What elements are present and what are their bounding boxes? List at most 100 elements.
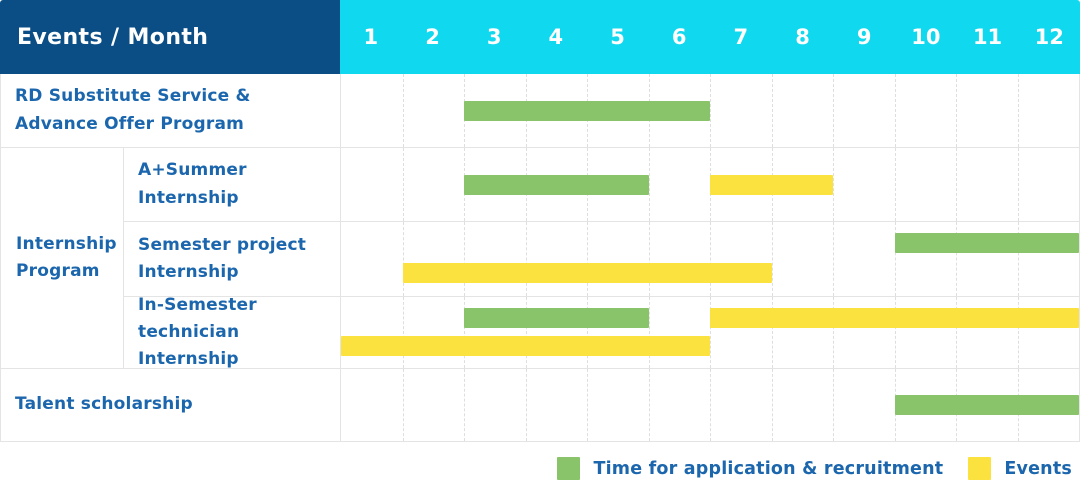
- month-gridline: [833, 148, 834, 221]
- row-label-line: A+Summer: [138, 160, 247, 181]
- month-label: 5: [610, 25, 625, 49]
- month-gridline: [833, 297, 834, 368]
- month-gridline: [771, 369, 773, 441]
- row-label-line: Talent scholarship: [15, 394, 193, 415]
- month-gridline: [710, 369, 711, 441]
- month-header-row: 1 2 3 4 5 6 7 8 9 10 11 12: [340, 0, 1080, 74]
- row-label-a-summer-internship: A+Summer Internship: [124, 148, 340, 221]
- month-gridline: [648, 222, 650, 296]
- month-gridline: [956, 148, 957, 221]
- legend-label: Time for application & recruitment: [593, 458, 944, 479]
- events-bar: [402, 263, 772, 284]
- row-label-line: In-Semester: [138, 294, 257, 315]
- events-bar: [710, 307, 1079, 328]
- green-legend-swatch: [557, 457, 581, 480]
- month-gridline: [1017, 148, 1019, 221]
- month-gridline: [402, 148, 404, 221]
- application-recruitment-bar: [464, 100, 710, 121]
- month-label: 7: [733, 25, 749, 49]
- application-recruitment-bar: [894, 233, 1079, 254]
- month-gridline: [402, 297, 404, 368]
- row-label-talent-scholarship: Talent scholarship: [0, 369, 340, 441]
- month-gridline: [956, 222, 957, 296]
- month-gridline: [587, 369, 588, 441]
- row-label-semester-project-internship: Semester project Internship: [124, 222, 340, 296]
- row-label-line: technician Internship: [138, 321, 240, 370]
- chart-cell-rd-substitute: [340, 74, 1080, 147]
- row-rd-substitute: RD Substitute Service & Advance Offer Pr…: [0, 74, 1080, 147]
- events-bar: [341, 336, 710, 357]
- month-gridline: [771, 74, 773, 147]
- month-gridline: [771, 222, 773, 296]
- month-gridline: [525, 297, 527, 368]
- row-label-line: Internship: [138, 187, 239, 208]
- internship-program-group: Internship Program A+Summer Internship S…: [0, 147, 1080, 369]
- month-label: 2: [425, 25, 440, 49]
- legend: Time for application & recruitment Event…: [0, 442, 1080, 494]
- legend-label: Events: [1004, 458, 1072, 479]
- month-gridline: [464, 297, 465, 368]
- month-label: 12: [1034, 25, 1064, 49]
- month-label: 3: [486, 25, 502, 49]
- month-gridline: [956, 74, 957, 147]
- month-gridline: [833, 74, 834, 147]
- table-header-row: Events / Month 1 2 3 4 5 6 7 8 9 10 11 12: [0, 0, 1080, 74]
- month-gridline: [710, 222, 711, 296]
- month-gridline: [1017, 222, 1019, 296]
- month-label: 10: [911, 25, 941, 49]
- month-gridline: [833, 222, 834, 296]
- month-gridline: [894, 148, 896, 221]
- month-gridline: [833, 369, 834, 441]
- month-gridline: [894, 297, 896, 368]
- row-label-in-semester-technician-internship: In-Semester technician Internship: [124, 295, 340, 369]
- application-recruitment-bar: [464, 174, 649, 195]
- month-label: 1: [363, 25, 379, 49]
- legend-item-application-recruitment: Time for application & recruitment: [557, 457, 943, 480]
- row-label-line: RD Substitute Service &: [15, 86, 251, 107]
- month-label: 11: [972, 25, 1003, 49]
- row-label-line: Internship: [138, 262, 239, 282]
- month-gridline: [402, 369, 404, 441]
- month-gridline: [771, 297, 773, 368]
- application-recruitment-bar: [894, 395, 1079, 415]
- group-label-internship-program: Internship Program: [0, 148, 124, 368]
- legend-item-events: Events: [968, 457, 1072, 480]
- yellow-legend-swatch: [968, 457, 992, 480]
- month-gridline: [710, 297, 711, 368]
- row-in-semester-technician-internship: In-Semester technician Internship: [124, 295, 1080, 369]
- group-label-line: Program: [16, 261, 100, 281]
- month-label: 4: [548, 25, 564, 49]
- row-semester-project-internship: Semester project Internship: [124, 221, 1080, 296]
- month-gridline: [525, 222, 527, 296]
- events-bar: [710, 174, 833, 195]
- row-label-line: Semester project: [138, 234, 307, 255]
- chart-cell-semester-project-internship: [340, 222, 1080, 296]
- month-label: 8: [795, 25, 810, 49]
- month-gridline: [1017, 297, 1019, 368]
- month-gridline: [648, 148, 650, 221]
- application-recruitment-bar: [464, 307, 649, 328]
- chart-cell-in-semester-technician-internship: [340, 297, 1080, 368]
- month-gridline: [587, 222, 588, 296]
- month-label: 6: [671, 25, 687, 49]
- internship-program-subrows: A+Summer Internship Semester project Int…: [124, 148, 1080, 369]
- month-gridline: [464, 222, 465, 296]
- month-gridline: [956, 297, 957, 368]
- month-gridline: [648, 369, 650, 441]
- month-gridline: [710, 74, 711, 147]
- row-a-summer-internship: A+Summer Internship: [124, 148, 1080, 221]
- row-label-rd-substitute: RD Substitute Service & Advance Offer Pr…: [0, 74, 340, 147]
- month-gridline: [402, 74, 404, 147]
- month-gridline: [1017, 74, 1019, 147]
- chart-cell-talent-scholarship: [340, 369, 1080, 441]
- group-label-line: Internship: [16, 233, 117, 254]
- month-gridline: [525, 369, 527, 441]
- row-label-line: Advance Offer Program: [15, 113, 245, 134]
- events-month-header: Events / Month: [0, 0, 340, 74]
- month-label: 9: [856, 25, 872, 49]
- gantt-body: RD Substitute Service & Advance Offer Pr…: [0, 74, 1080, 442]
- month-gridline: [402, 222, 404, 296]
- chart-cell-a-summer-internship: [340, 148, 1080, 221]
- month-gridline: [464, 369, 465, 441]
